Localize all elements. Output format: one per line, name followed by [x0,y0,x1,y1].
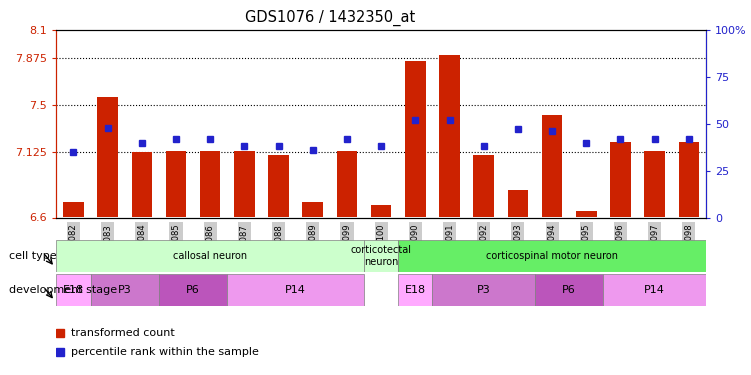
Text: corticotectal
neuron: corticotectal neuron [351,245,412,267]
Bar [508,190,528,217]
Text: P6: P6 [186,285,200,295]
Bar [364,240,398,272]
Bar [473,155,494,218]
Bar [336,151,357,217]
Bar [433,274,535,306]
Bar [611,142,631,218]
Bar [56,240,364,272]
Text: P3: P3 [118,285,131,295]
Bar [98,98,118,218]
Text: transformed count: transformed count [71,328,174,338]
Bar [303,202,323,217]
Bar [228,274,364,306]
Text: percentile rank within the sample: percentile rank within the sample [71,347,258,357]
Text: development stage: development stage [9,285,117,295]
Bar [200,151,221,217]
Text: E18: E18 [405,285,426,295]
Bar [603,274,706,306]
Bar [405,61,426,217]
Text: P14: P14 [285,285,306,295]
Text: GDS1076 / 1432350_at: GDS1076 / 1432350_at [246,9,415,26]
Bar [166,151,186,217]
Text: corticospinal motor neuron: corticospinal motor neuron [486,251,618,261]
Text: cell type: cell type [9,251,56,261]
Bar [63,202,83,217]
Bar [679,142,699,218]
Bar [398,274,433,306]
Bar [159,274,228,306]
Bar [398,240,706,272]
Text: P14: P14 [644,285,665,295]
Text: P6: P6 [562,285,576,295]
Bar [541,115,562,218]
Text: callosal neuron: callosal neuron [173,251,247,261]
Bar [56,274,91,306]
Bar [234,151,255,217]
Bar [131,153,152,218]
Bar [439,55,460,217]
Bar [644,151,665,217]
Bar [371,205,391,218]
Bar [91,274,159,306]
Bar [576,211,596,217]
Bar [268,155,289,218]
Text: P3: P3 [477,285,490,295]
Bar [535,274,603,306]
Text: E18: E18 [63,285,84,295]
